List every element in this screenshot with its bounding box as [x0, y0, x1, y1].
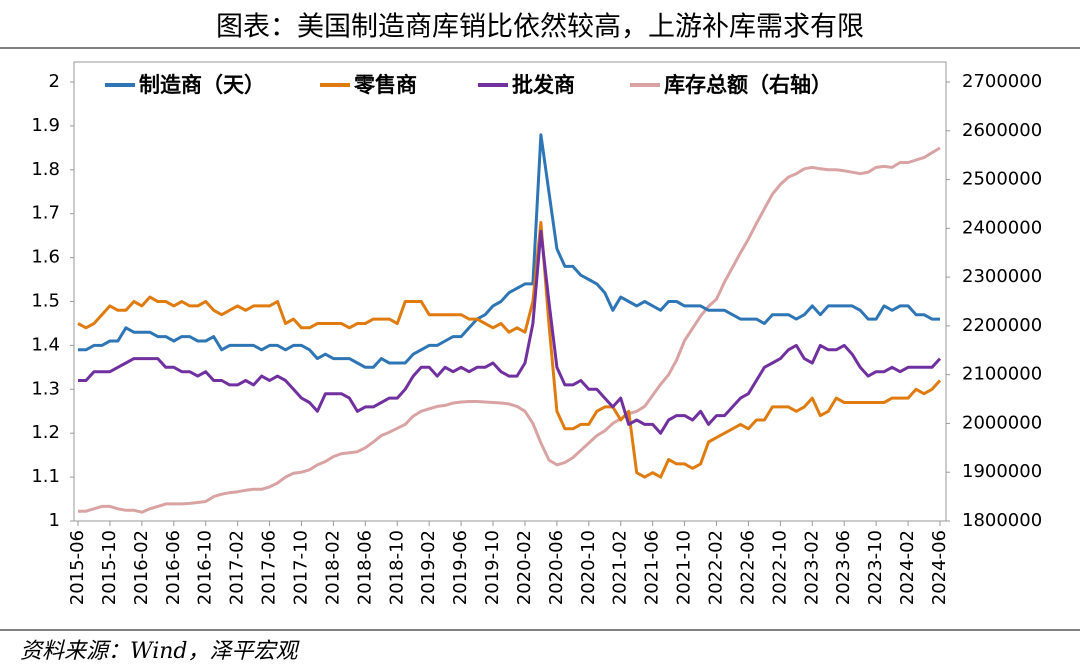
y-tick-label: 1.1	[31, 466, 60, 487]
x-tick-label: 2023-06	[833, 530, 854, 605]
y-tick-label: 2	[49, 71, 60, 92]
y2-tick-label: 2000000	[962, 412, 1042, 433]
y-tick-label: 1.9	[31, 115, 60, 136]
x-tick-label: 2022-10	[769, 530, 790, 605]
x-tick-label: 2015-06	[67, 530, 88, 605]
x-tick-label: 2017-10	[290, 530, 311, 605]
y-tick-label: 1.7	[31, 203, 60, 224]
y-tick-label: 1.8	[31, 159, 60, 180]
y2-tick-label: 2300000	[962, 266, 1042, 287]
source: 资料来源：Wind，泽平宏观	[20, 639, 301, 664]
x-tick-label: 2021-10	[674, 530, 695, 605]
y2-tick-label: 2400000	[962, 217, 1042, 238]
x-tick-label: 2021-06	[642, 530, 663, 605]
chart-title: 图表：美国制造商库销比依然较高，上游补库需求有限	[216, 12, 864, 43]
x-tick-label: 2024-02	[897, 530, 918, 605]
y2-tick-label: 2700000	[962, 71, 1042, 92]
x-tick-label: 2018-02	[322, 530, 343, 605]
x-tick-label: 2019-10	[482, 530, 503, 605]
x-tick-label: 2017-02	[227, 530, 248, 605]
x-tick-label: 2016-10	[195, 530, 216, 605]
x-tick-label: 2019-06	[450, 530, 471, 605]
y-tick-label: 1	[49, 510, 60, 531]
x-tick-label: 2022-02	[706, 530, 727, 605]
x-tick-label: 2023-10	[865, 530, 886, 605]
y-tick-label: 1.4	[31, 334, 60, 355]
series-line	[77, 221, 942, 479]
y2-tick-label: 1900000	[962, 461, 1042, 482]
legend-label: 制造商（天）	[139, 73, 265, 97]
series-line	[78, 133, 940, 369]
series-line	[78, 229, 942, 435]
legend-label: 零售商	[353, 73, 417, 97]
y-tick-label: 1.3	[31, 378, 60, 399]
x-tick-label: 2020-06	[546, 530, 567, 605]
x-tick-label: 2020-10	[578, 530, 599, 605]
x-tick-label: 2019-02	[418, 530, 439, 605]
y2-tick-label: 2200000	[962, 315, 1042, 336]
y2-tick-label: 2100000	[962, 364, 1042, 385]
x-tick-label: 2015-10	[99, 530, 120, 605]
x-tick-label: 2021-02	[610, 530, 631, 605]
y-tick-label: 1.5	[31, 291, 60, 312]
x-tick-label: 2017-06	[259, 530, 280, 605]
x-tick-label: 2023-02	[801, 530, 822, 605]
y-tick-label: 1.6	[31, 247, 60, 268]
x-tick-label: 2024-06	[929, 530, 950, 605]
series-line	[78, 146, 941, 514]
y-tick-label: 1.2	[31, 422, 60, 443]
x-tick-label: 2018-10	[386, 530, 407, 605]
x-tick-label: 2016-02	[131, 530, 152, 605]
legend-label: 库存总额（右轴）	[664, 73, 832, 97]
y2-tick-label: 2600000	[962, 120, 1042, 141]
y2-tick-label: 1800000	[962, 510, 1042, 531]
plot-frame	[73, 61, 947, 522]
legend-label: 批发商	[512, 73, 575, 97]
x-tick-label: 2022-06	[737, 530, 758, 605]
x-tick-label: 2016-06	[163, 530, 184, 605]
x-tick-label: 2020-02	[514, 530, 535, 605]
y2-tick-label: 2500000	[962, 169, 1042, 190]
x-tick-label: 2018-06	[354, 530, 375, 605]
